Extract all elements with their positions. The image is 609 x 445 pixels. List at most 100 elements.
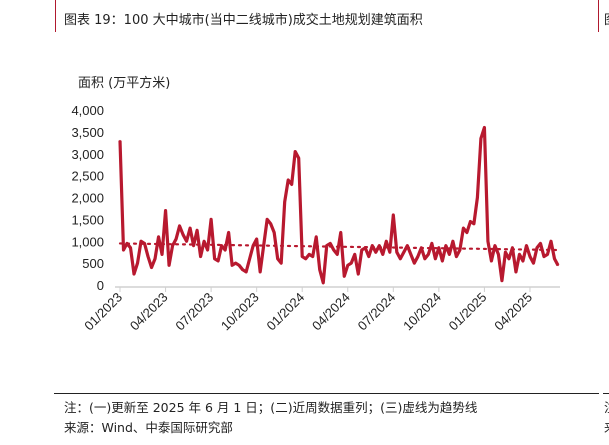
data-point xyxy=(182,233,184,236)
data-point xyxy=(539,242,542,245)
data-point xyxy=(353,253,356,256)
y-tick-label: 3,500 xyxy=(71,125,104,140)
data-point xyxy=(504,251,507,253)
data-point xyxy=(154,257,156,260)
x-tick-label: 07/2023 xyxy=(172,290,216,334)
data-point xyxy=(424,257,426,260)
data-point xyxy=(283,201,286,203)
data-point xyxy=(325,244,328,247)
data-point xyxy=(224,249,226,251)
data-point xyxy=(455,255,458,258)
right-border-accent xyxy=(598,0,599,32)
data-point xyxy=(329,242,332,245)
x-tick-label: 01/2025 xyxy=(446,290,490,334)
data-point xyxy=(147,255,149,258)
data-point xyxy=(525,244,528,247)
data-point xyxy=(318,268,321,271)
data-point xyxy=(301,255,304,258)
y-axis-label: 面积 (万平方米) xyxy=(78,76,171,91)
data-point xyxy=(515,271,517,273)
data-point xyxy=(410,253,412,256)
data-point xyxy=(217,260,219,262)
data-point xyxy=(269,222,272,225)
data-point xyxy=(480,137,482,140)
data-point xyxy=(339,231,342,234)
data-point xyxy=(343,275,346,278)
data-point xyxy=(336,253,339,256)
data-point xyxy=(234,262,237,264)
y-tick-label: 0 xyxy=(97,278,104,293)
x-tick-label: 01/2023 xyxy=(81,290,125,334)
left-border-accent xyxy=(55,0,56,32)
data-point xyxy=(367,255,370,258)
footer-divider xyxy=(54,393,599,394)
data-point xyxy=(494,244,496,247)
data-point xyxy=(189,227,191,229)
data-point xyxy=(122,249,125,251)
data-point xyxy=(536,247,538,249)
data-point xyxy=(518,253,521,256)
data-point xyxy=(462,227,465,229)
data-point xyxy=(557,264,559,267)
x-tick-label: 04/2024 xyxy=(309,290,353,334)
data-point xyxy=(469,220,472,223)
y-tick-label: 2,500 xyxy=(71,169,104,184)
y-tick-label: 4,000 xyxy=(71,103,104,118)
data-point xyxy=(473,222,475,225)
data-point xyxy=(273,231,275,234)
data-point xyxy=(304,257,307,260)
x-tick-label: 07/2024 xyxy=(355,290,399,334)
data-point xyxy=(157,236,160,238)
y-tick-label: 1,500 xyxy=(71,212,104,227)
data-point xyxy=(360,249,363,251)
data-point xyxy=(210,218,212,221)
data-point xyxy=(522,260,524,262)
x-tick-label: 04/2023 xyxy=(127,290,171,334)
data-point xyxy=(259,271,261,273)
data-point xyxy=(196,229,198,232)
data-point xyxy=(294,150,297,153)
line-chart: 0 500 1,000 1,500 2,000 2,500 3,000 3,500 4,000 0… xyxy=(71,103,560,334)
data-point xyxy=(445,244,447,247)
series-line xyxy=(118,125,560,285)
data-point xyxy=(119,139,121,142)
data-point xyxy=(206,249,209,251)
data-point xyxy=(476,196,479,199)
data-point xyxy=(315,236,318,238)
data-point xyxy=(452,240,454,243)
data-point xyxy=(364,247,367,249)
data-point xyxy=(532,262,535,264)
data-point xyxy=(406,244,409,247)
data-point xyxy=(178,225,181,227)
data-point xyxy=(396,251,398,253)
data-point xyxy=(150,266,153,269)
data-point xyxy=(185,240,188,243)
chart-title: 图表 19：100 大中城市(当中二线城市)成交土地规划建筑面积 xyxy=(64,13,423,28)
data-point xyxy=(332,249,335,251)
data-point xyxy=(213,257,216,260)
data-point xyxy=(290,183,293,186)
data-point xyxy=(399,257,402,260)
data-point xyxy=(136,262,139,264)
data-point xyxy=(413,262,416,264)
clipped-next-title: 图 xyxy=(604,9,609,28)
data-point xyxy=(459,249,461,251)
clipped-next-source: 来 xyxy=(604,417,609,436)
data-point xyxy=(487,240,489,243)
data-point xyxy=(382,253,384,256)
data-point xyxy=(378,244,381,247)
data-point xyxy=(241,268,244,271)
data-point xyxy=(252,244,254,247)
data-point xyxy=(231,264,233,267)
x-tick-label: 10/2023 xyxy=(218,290,262,334)
data-point xyxy=(483,126,486,129)
data-point xyxy=(546,253,549,256)
data-point xyxy=(311,255,314,258)
x-tick-label: 04/2025 xyxy=(491,290,535,334)
data-point xyxy=(374,251,377,253)
data-point xyxy=(245,271,247,273)
data-point xyxy=(490,260,493,262)
footer-divider-right xyxy=(603,393,609,394)
data-point xyxy=(192,244,195,247)
data-point xyxy=(420,247,423,249)
